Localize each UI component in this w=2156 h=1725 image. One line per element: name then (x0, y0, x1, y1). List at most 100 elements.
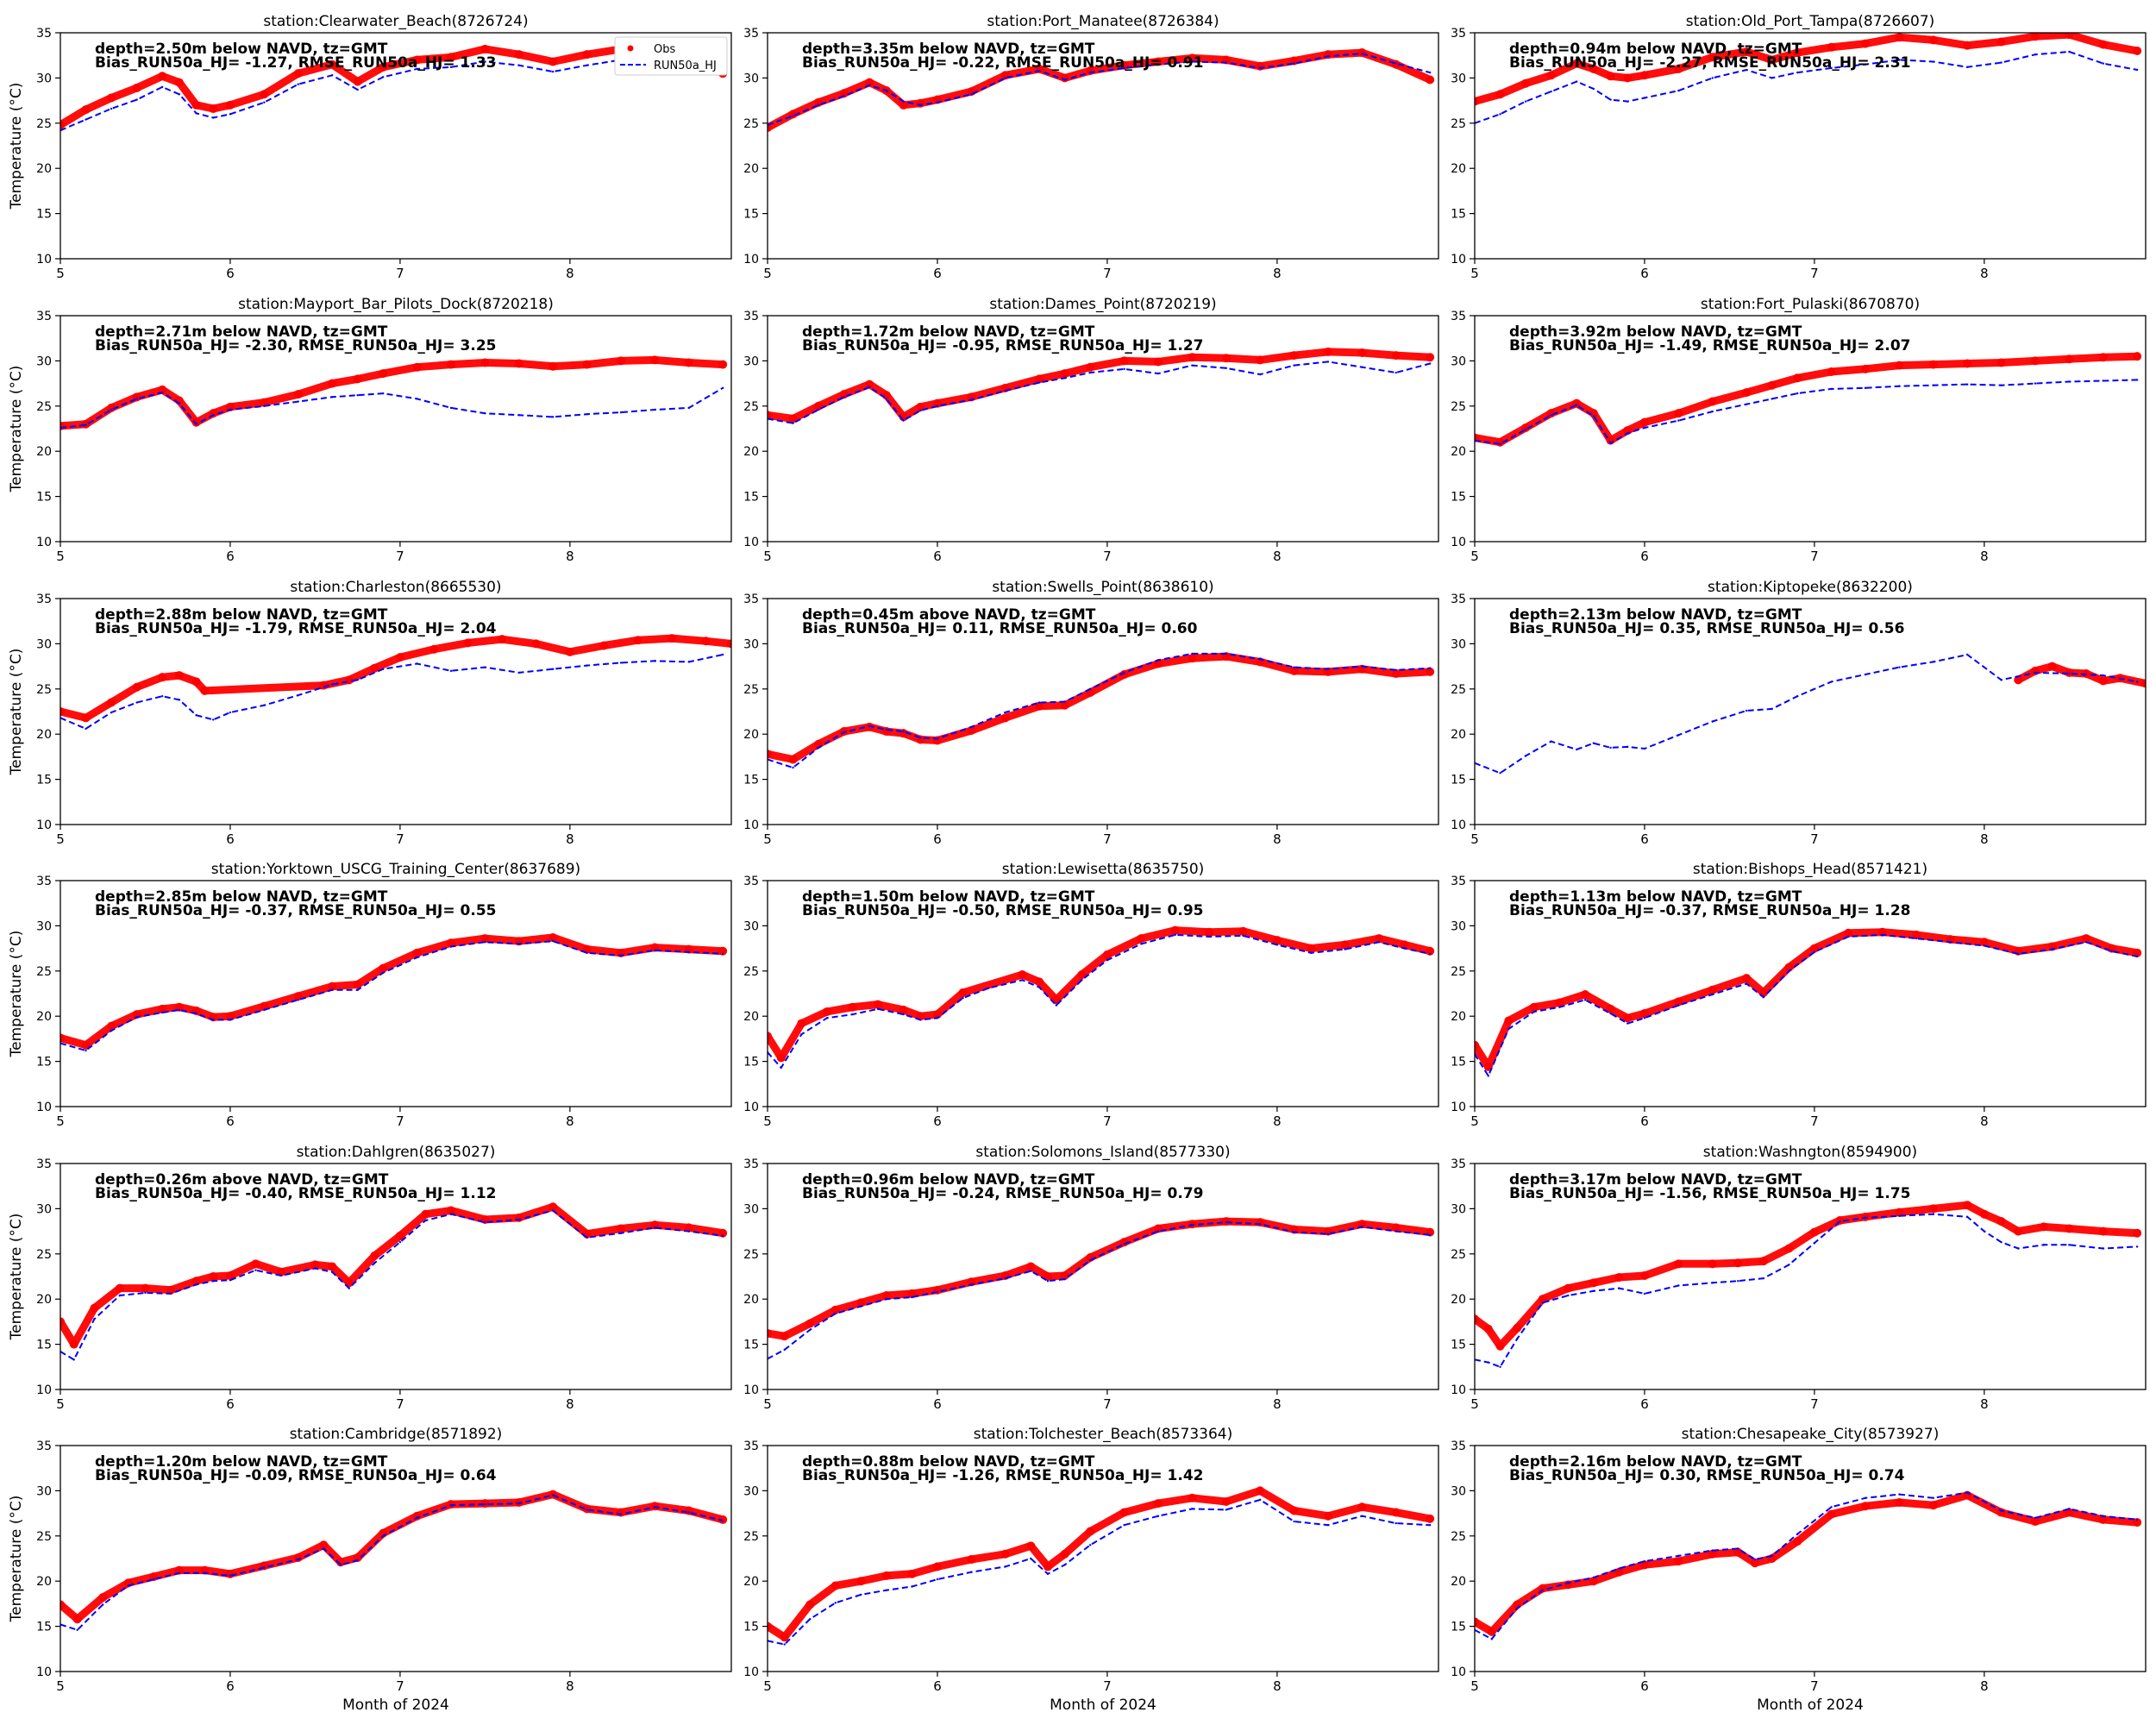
model-point (323, 1547, 325, 1550)
model-point (1609, 1012, 1612, 1015)
model-point (1487, 1361, 1489, 1364)
model-point (449, 406, 453, 410)
y-tick-label: 30 (743, 1202, 759, 1216)
model-point (1550, 414, 1552, 417)
model-point (654, 1226, 656, 1229)
x-tick-label: 8 (1273, 1113, 1282, 1129)
obs-point (379, 62, 388, 72)
model-point (279, 1274, 283, 1277)
legend-obs-marker (627, 45, 634, 52)
y-tick-label: 20 (1451, 1575, 1466, 1589)
x-tick-label: 8 (1980, 1113, 1989, 1129)
x-tick-label: 7 (396, 1396, 404, 1412)
model-point (1499, 113, 1501, 116)
obs-point (335, 1558, 345, 1567)
y-tick-label: 25 (36, 1530, 52, 1544)
obs-point (768, 750, 772, 759)
obs-point (907, 1289, 917, 1298)
x-tick-label: 7 (1103, 1678, 1112, 1694)
obs-point (132, 83, 141, 92)
model-point (1225, 1509, 1227, 1511)
obs-point (1043, 1272, 1052, 1281)
y-tick-label: 10 (1451, 1101, 1466, 1114)
plot-area (768, 925, 1435, 1070)
y-tick-label: 30 (743, 1484, 759, 1498)
y-tick-label: 20 (1451, 1293, 1466, 1307)
model-point (1258, 1498, 1262, 1502)
obs-point (412, 55, 422, 65)
model-point (1089, 1544, 1092, 1546)
y-tick-label: 30 (743, 919, 759, 933)
model-point (792, 766, 794, 769)
model-point (1046, 1280, 1050, 1283)
obs-point (768, 1622, 772, 1631)
model-point (1567, 1294, 1570, 1297)
obs-point (1589, 409, 1598, 418)
model-point (1711, 77, 1714, 79)
obs-point (1026, 1262, 1036, 1271)
obs-point (293, 69, 303, 78)
y-tick-label: 35 (743, 1157, 759, 1171)
y-tick-label: 35 (1451, 875, 1466, 888)
depth-annotation: depth=0.88m below NAVD, tz=GMT (802, 1453, 1095, 1471)
y-tick-label: 15 (36, 774, 52, 787)
model-point (1344, 948, 1346, 950)
y-tick-label: 25 (1451, 400, 1466, 414)
model-point (1293, 364, 1295, 367)
model-point (551, 1209, 555, 1212)
plot-frame (60, 598, 732, 825)
y-tick-label: 25 (36, 400, 52, 414)
model-point (1361, 665, 1363, 668)
obs-point (412, 362, 422, 372)
obs-point (684, 358, 693, 367)
plot-frame (60, 880, 732, 1107)
model-point (1677, 89, 1680, 92)
obs-point (2133, 1518, 2142, 1527)
model-point (1030, 1557, 1032, 1560)
model-point (178, 1008, 181, 1012)
model-point (1711, 1549, 1714, 1552)
model-point (551, 668, 555, 670)
obs-point (353, 980, 362, 989)
model-point (1293, 1520, 1295, 1523)
obs-point (1639, 71, 1649, 80)
obs-point (1188, 353, 1197, 362)
plot-frame (60, 1163, 732, 1390)
model-point (1123, 66, 1125, 70)
stats-annotation: Bias_RUN50a_HJ= -1.26, RMSE_RUN50a_HJ= 1… (802, 1467, 1204, 1484)
obs-point (932, 1562, 942, 1571)
model-point (1191, 60, 1194, 63)
obs-point (1996, 358, 2006, 367)
y-tick-label: 15 (36, 491, 52, 505)
x-tick-label: 6 (933, 266, 942, 281)
obs-point (1529, 1002, 1539, 1012)
obs-point (1188, 1493, 1197, 1502)
model-point (110, 408, 113, 411)
panel-title: station:Mayport_Bar_Pilots_Dock(8720218) (238, 296, 554, 313)
model-point (1753, 1558, 1757, 1561)
obs-point (1963, 359, 1972, 368)
obs-point (1564, 1580, 1573, 1590)
model-point (1813, 1242, 1816, 1245)
obs-point (370, 1251, 379, 1260)
obs-point (1572, 59, 1582, 68)
y-tick-label: 30 (743, 354, 759, 368)
obs-point (328, 1262, 337, 1271)
model-point (936, 1017, 939, 1019)
model-point (517, 1502, 520, 1505)
x-tick-label: 6 (1640, 549, 1649, 564)
plot-area (60, 933, 728, 1052)
stats-annotation: Bias_RUN50a_HJ= -0.95, RMSE_RUN50a_HJ= 1… (802, 337, 1204, 354)
y-tick-label: 10 (1451, 253, 1466, 267)
model-point (834, 1312, 837, 1315)
x-tick-label: 8 (1273, 1396, 1282, 1412)
y-tick-label: 15 (36, 1339, 52, 1352)
x-tick-label: 5 (1470, 1678, 1479, 1694)
obs-point (1391, 1223, 1401, 1233)
obs-point (379, 963, 388, 973)
model-point (263, 405, 266, 407)
model-point (1711, 720, 1714, 723)
model-point (160, 694, 164, 698)
x-tick-label: 7 (1810, 266, 1819, 281)
